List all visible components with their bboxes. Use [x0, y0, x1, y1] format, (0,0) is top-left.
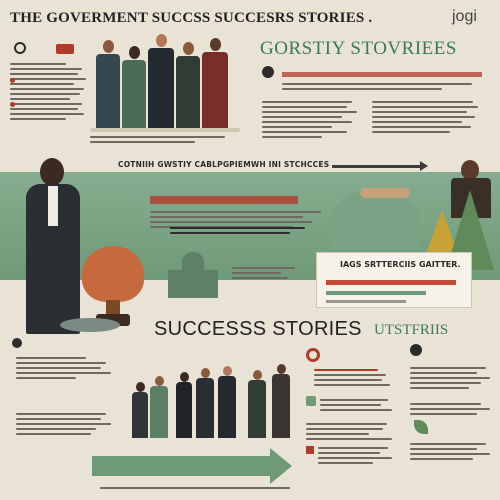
- hill-shape: [330, 190, 420, 250]
- band-text-right-small: [232, 264, 302, 282]
- target-icon: [306, 348, 320, 362]
- info-badge-icon: [410, 344, 422, 356]
- bottom-mid-text-a: [314, 366, 394, 389]
- chart-box-title: IAGS SRTTERCIIS GAITTER.: [340, 260, 461, 269]
- person: [148, 34, 174, 130]
- bottom-right-text-c: [410, 440, 494, 463]
- person: [248, 370, 266, 438]
- arrow-right-icon: [92, 456, 272, 476]
- info-badge-icon: [12, 338, 22, 348]
- people-group-bottom: [130, 362, 300, 438]
- square-icon: [306, 446, 314, 454]
- chart-bar-green: [326, 291, 426, 295]
- page-title: THE GOVERMENT SUCCSS SUCCESRS STORIES .: [10, 10, 373, 26]
- logo: jogi: [452, 8, 477, 25]
- top-right-text-col2: [372, 98, 484, 136]
- top-right-text-col1: [262, 98, 362, 141]
- bottom-mid-text-c: [306, 420, 396, 443]
- person: [176, 42, 200, 130]
- person: [218, 366, 236, 438]
- person: [150, 376, 168, 438]
- floor-shadow: [90, 128, 240, 132]
- bullet-marker: [10, 70, 18, 89]
- arrow-right-icon: [332, 165, 422, 168]
- person: [122, 46, 146, 130]
- check-icon: [306, 396, 316, 406]
- red-subtitle: [150, 196, 298, 204]
- info-badge-icon: [262, 66, 274, 78]
- bottom-left-text-b: [16, 410, 116, 438]
- briefcase-icon: [56, 44, 74, 54]
- person: [202, 38, 228, 130]
- fish-shape: [60, 318, 120, 332]
- bottom-mid-text-d: [318, 444, 396, 467]
- person: [176, 372, 192, 438]
- person: [132, 382, 148, 438]
- caption-under-people: [90, 133, 240, 146]
- person: [196, 368, 214, 438]
- capitol-building-icon: [158, 252, 228, 302]
- bottom-caption: [100, 484, 300, 492]
- magnifier-icon: [14, 42, 26, 54]
- standing-official-figure: [18, 158, 88, 338]
- bottom-right-text-a: [410, 364, 494, 392]
- arrow-right-icon-head: [420, 161, 428, 171]
- bullet-marker: [10, 94, 18, 113]
- person: [96, 40, 120, 130]
- chart-bar-red: [326, 280, 456, 285]
- leaf-icon: [414, 420, 428, 434]
- band-text-lower: [170, 224, 320, 237]
- section-heading-middle-alt: UTSTFRIIS: [374, 322, 449, 338]
- top-right-text-a: [282, 80, 482, 93]
- bottom-mid-text-b: [320, 396, 396, 414]
- section-heading-top-right: GORSTIY STOVRIEES: [260, 38, 457, 59]
- highlight-strip: [282, 72, 482, 77]
- arrow-right-icon-head: [270, 448, 292, 484]
- band-caption: COTNIIH GWSTIY CABLPGPIEMWH INI STCHCCES: [118, 160, 330, 169]
- arrow-shape: [360, 188, 410, 198]
- bottom-right-text-b: [410, 400, 494, 418]
- people-group-top: [92, 30, 232, 130]
- top-left-text-block: [10, 60, 90, 123]
- bottom-left-text-a: [16, 354, 116, 382]
- chart-bar-gray: [326, 300, 406, 303]
- person: [272, 364, 290, 438]
- section-heading-middle: SUCCESSS STORIES: [154, 318, 362, 340]
